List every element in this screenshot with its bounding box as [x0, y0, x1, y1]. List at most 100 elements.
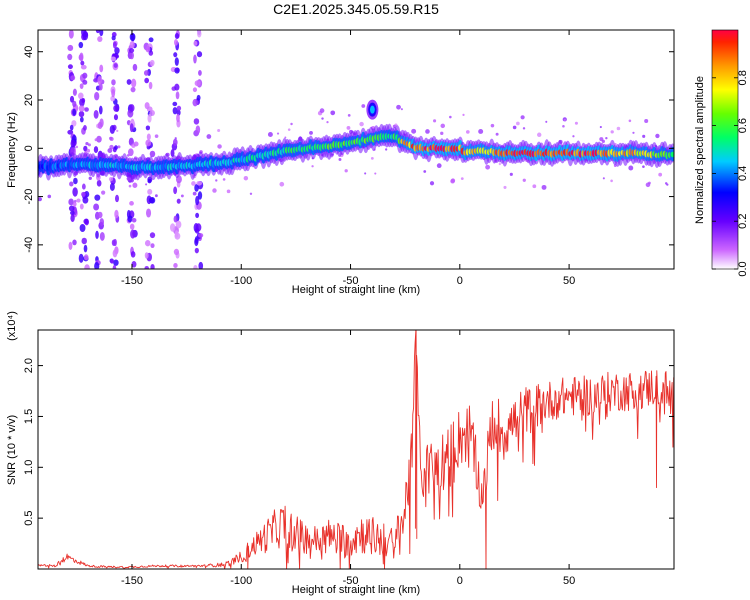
- noise-speck: [628, 119, 632, 123]
- noise-speck: [129, 223, 135, 230]
- noise-speck: [38, 197, 42, 202]
- snr-x-axis-label: Height of straight line (km): [292, 584, 420, 596]
- noise-speck: [94, 91, 100, 101]
- noise-speck: [170, 149, 175, 158]
- spectrogram-ticks: -150 -100 -50 0 50 -40 -20 0 20 40: [23, 30, 674, 287]
- noise-speck: [129, 201, 134, 206]
- noise-speck: [83, 31, 88, 38]
- noise-speck: [460, 177, 464, 181]
- ridge-core: [670, 151, 674, 158]
- noise-speck: [79, 52, 84, 62]
- noise-speck: [146, 133, 151, 141]
- noise-speck: [616, 126, 621, 131]
- noise-speck: [93, 109, 99, 119]
- noise-speck: [154, 194, 158, 198]
- colorbar-tick-label: 0.6: [737, 118, 749, 133]
- noise-speck: [109, 144, 114, 150]
- noise-speck: [173, 38, 178, 46]
- noise-speck: [503, 185, 507, 189]
- noise-speck: [68, 30, 74, 39]
- noise-speck: [572, 135, 575, 138]
- snr-frame: [37, 329, 675, 570]
- noise-speck: [129, 123, 134, 133]
- noise-speck: [79, 224, 86, 232]
- noise-speck: [563, 118, 566, 121]
- noise-speck: [195, 223, 202, 232]
- noise-speck: [95, 30, 100, 34]
- noise-speck: [194, 184, 199, 192]
- y-tick-label: 1.0: [23, 460, 35, 475]
- noise-speck: [143, 70, 149, 76]
- noise-speck: [72, 100, 77, 108]
- noise-speck: [516, 121, 520, 126]
- noise-speck: [67, 64, 73, 70]
- y-tick-label: 2.0: [23, 358, 35, 373]
- spectrogram-x-axis-label: Height of straight line (km): [292, 284, 420, 296]
- noise-speck: [72, 239, 77, 246]
- noise-speck: [96, 179, 102, 187]
- noise-speck: [84, 264, 90, 269]
- noise-speck: [217, 144, 222, 149]
- noise-speck: [113, 114, 119, 121]
- noise-speck: [78, 111, 85, 118]
- y-tick-label: 20: [23, 94, 35, 106]
- noise-speck: [364, 172, 367, 175]
- noise-speck: [191, 181, 196, 186]
- noise-speck: [174, 83, 180, 91]
- x-tick-label: 50: [563, 575, 575, 587]
- noise-speck: [126, 79, 132, 85]
- noise-speck: [664, 182, 668, 185]
- noise-speck: [174, 137, 177, 140]
- noise-speck: [83, 145, 88, 152]
- noise-speck: [642, 134, 646, 138]
- noise-speck: [145, 45, 151, 53]
- spectrogram-frame: [37, 29, 675, 270]
- noise-speck: [193, 54, 197, 64]
- noise-speck: [150, 243, 155, 249]
- noise-speck: [198, 261, 204, 269]
- noise-speck: [69, 147, 75, 155]
- noise-speck: [197, 30, 202, 38]
- colorbar: 0.0 0.2 0.4 0.6 0.8 Normalized spectral ampl…: [694, 29, 749, 277]
- noise-speck: [610, 179, 613, 183]
- noise-speck: [449, 115, 452, 119]
- noise-speck: [196, 94, 201, 101]
- noise-speck: [70, 75, 76, 81]
- noise-speck: [150, 263, 155, 269]
- noise-speck: [76, 198, 81, 203]
- noise-speck: [149, 232, 156, 239]
- noise-speck: [99, 118, 104, 128]
- spectrogram-y-axis-label: Frequency (Hz): [6, 112, 18, 188]
- noise-speck: [130, 33, 135, 42]
- noise-speck: [128, 184, 132, 188]
- noise-speck: [132, 63, 138, 71]
- noise-speck: [495, 132, 499, 136]
- noise-speck: [94, 138, 98, 142]
- noise-speck: [147, 188, 153, 195]
- noise-speck: [193, 118, 200, 125]
- noise-speck: [86, 148, 91, 153]
- noise-speck: [512, 125, 517, 130]
- noise-speck: [85, 141, 89, 146]
- noise-speck: [132, 182, 138, 188]
- noise-speck: [72, 201, 77, 207]
- noise-speck: [84, 107, 89, 112]
- colorbar-tick-label: 0.0: [737, 261, 749, 276]
- noise-speck: [148, 37, 154, 43]
- noise-speck: [290, 122, 293, 126]
- noise-speck: [212, 188, 217, 193]
- noise-speck: [111, 79, 116, 86]
- noise-speck: [83, 218, 89, 225]
- noise-speck: [490, 123, 495, 128]
- x-tick-label: -50: [343, 275, 359, 287]
- noise-speck: [113, 238, 117, 247]
- noise-speck: [97, 36, 103, 42]
- noise-speck: [642, 165, 645, 168]
- noise-speck: [194, 247, 199, 254]
- noise-speck: [276, 132, 280, 135]
- noise-speck: [83, 244, 88, 253]
- noise-speck: [70, 139, 76, 148]
- noise-speck: [147, 178, 152, 184]
- noise-speck: [198, 69, 202, 76]
- noise-speck: [522, 127, 526, 130]
